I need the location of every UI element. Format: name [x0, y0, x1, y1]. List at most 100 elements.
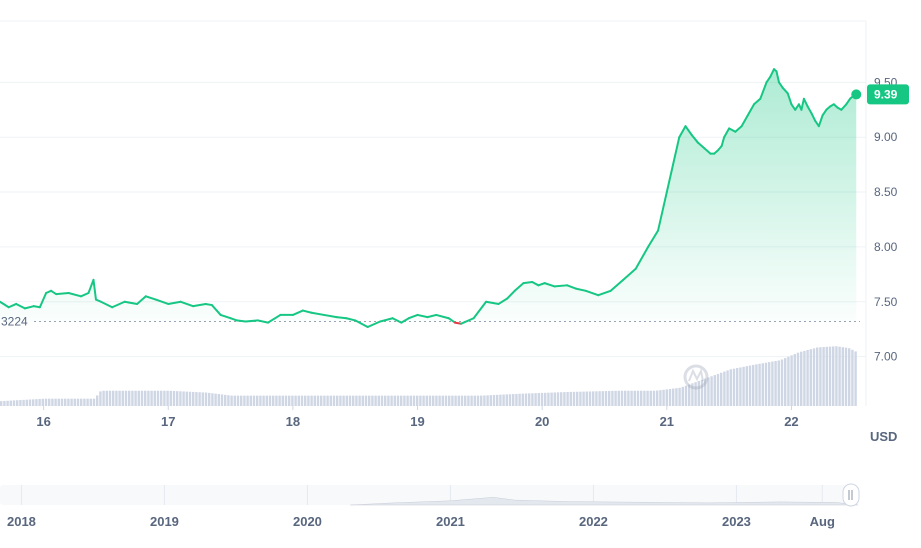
volume-bar — [572, 391, 576, 406]
volume-bar — [761, 363, 764, 406]
volume-bar — [668, 388, 672, 406]
price-segment — [622, 267, 637, 281]
volume-bar — [323, 395, 326, 406]
volume-bar — [832, 346, 835, 406]
volume-bar — [300, 395, 304, 406]
y-tick-label: 8.50 — [874, 185, 898, 199]
volume-bar — [579, 391, 582, 406]
volume-bar — [243, 395, 246, 406]
range-navigator[interactable]: 2018 2019 2020 2021 2022 2023 Aug — [0, 483, 860, 529]
volume-bar — [16, 400, 19, 406]
price-segment — [790, 103, 797, 111]
volume-bar — [9, 400, 12, 406]
volume-bar — [691, 383, 694, 406]
price-segment — [407, 313, 419, 320]
current-price-dot — [851, 89, 862, 100]
price-segment — [696, 141, 706, 150]
volume-bar — [233, 395, 236, 406]
price-segment — [266, 313, 282, 324]
volume-bar — [339, 395, 342, 406]
volume-bar — [195, 392, 198, 406]
price-segment — [179, 300, 195, 308]
price-segment — [144, 295, 157, 301]
volume-bar — [25, 399, 28, 406]
volume-bar — [19, 400, 22, 406]
current-price-tag: 9.39 — [851, 84, 909, 105]
price-segment — [634, 245, 650, 270]
price-segment — [366, 320, 382, 329]
price-segment — [111, 300, 126, 309]
price-segment — [821, 108, 828, 117]
price-segment — [781, 86, 789, 95]
volume-bar — [518, 393, 521, 406]
price-segment — [80, 291, 90, 298]
price-segment — [800, 97, 805, 111]
volume-bar — [588, 391, 592, 406]
volume-bar — [649, 390, 652, 406]
volume-bar — [134, 390, 137, 406]
volume-bar — [422, 395, 425, 406]
volume-bar — [396, 395, 400, 406]
volume-bar — [700, 379, 704, 406]
volume-bar — [22, 399, 25, 406]
volume-bar — [419, 395, 422, 406]
price-segment — [566, 284, 577, 290]
price-segment — [485, 300, 500, 305]
volume-bar — [560, 392, 563, 406]
x-tick-label: 21 — [660, 414, 674, 429]
volume-bar — [556, 392, 560, 406]
volume-bar — [601, 391, 604, 406]
volume-bar — [432, 395, 435, 406]
price-segment — [786, 92, 793, 106]
volume-bar — [704, 378, 707, 406]
volume-bar — [137, 390, 140, 406]
price-segment — [235, 319, 247, 323]
volume-bar — [828, 346, 832, 406]
volume-bar — [60, 398, 64, 406]
volume-bar — [256, 395, 259, 406]
volume-bar — [492, 394, 496, 406]
volume-bar — [345, 395, 348, 406]
price-segment — [497, 297, 509, 305]
y-tick-label: 9.00 — [874, 130, 898, 144]
price-segment — [574, 287, 587, 292]
volume-bar — [160, 390, 163, 406]
volume-bar — [652, 390, 656, 406]
y-tick-label: 7.00 — [874, 350, 898, 364]
price-segment — [7, 302, 18, 309]
volume-bar — [64, 398, 67, 406]
volume-bar — [163, 390, 166, 406]
volume-bar — [822, 347, 825, 406]
volume-bar — [86, 398, 89, 406]
price-segment — [257, 319, 269, 324]
volume-bar — [470, 395, 473, 406]
price-segment — [391, 317, 403, 324]
current-price-label: 9.39 — [874, 87, 898, 101]
price-segment — [597, 289, 612, 297]
price-segment — [672, 136, 681, 166]
navigator-handle[interactable] — [842, 483, 860, 507]
volume-bar — [412, 395, 416, 406]
price-segment — [15, 302, 26, 310]
volume-bar — [76, 398, 80, 406]
volume-bar — [236, 395, 240, 406]
price-segment — [657, 191, 668, 232]
price-segment — [775, 70, 780, 84]
volume-bar — [694, 382, 697, 406]
price-area — [0, 69, 857, 322]
volume-bar — [448, 395, 451, 406]
volume-bar — [179, 391, 182, 406]
volume-bar — [320, 395, 323, 406]
price-segment — [769, 68, 775, 78]
volume-bar — [204, 392, 208, 406]
volume-bar — [208, 392, 211, 406]
volume-bar — [304, 395, 307, 406]
volume-bar — [249, 395, 252, 406]
price-segment — [531, 281, 540, 287]
y-tick-label: 7.50 — [874, 295, 898, 309]
volume-bar — [252, 395, 256, 406]
volume-bar — [611, 390, 614, 406]
volume-bar — [585, 391, 588, 406]
volume-bar — [521, 393, 524, 406]
volume-bar — [537, 393, 540, 406]
